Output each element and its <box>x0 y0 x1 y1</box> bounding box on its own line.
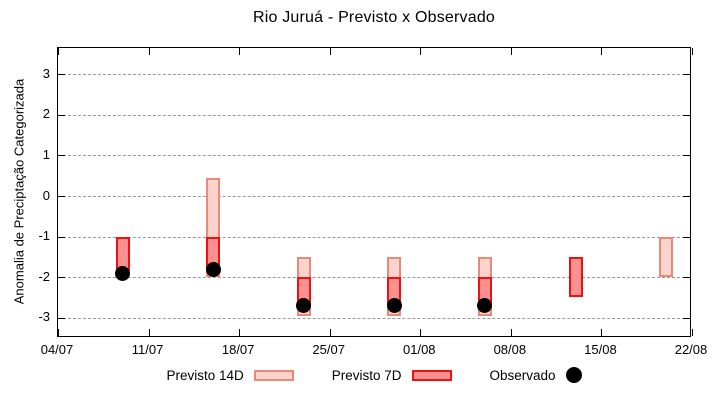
x-tick-mark <box>601 48 603 55</box>
y-tick-mark <box>683 114 690 116</box>
y-tick-label: 3 <box>42 65 50 81</box>
legend-label-previsto-14d: Previsto 14D <box>166 367 244 383</box>
observado-point <box>115 265 131 281</box>
legend-label-observado: Observado <box>489 367 556 383</box>
x-tick-mark <box>420 329 422 336</box>
x-tick-label: 08/08 <box>493 342 527 357</box>
plot-area <box>57 47 693 337</box>
y-tick-label: -2 <box>38 268 50 284</box>
observado-point <box>296 298 312 314</box>
y-tick-label: 2 <box>42 106 50 122</box>
y-tick-mark <box>58 236 65 238</box>
observado-point <box>205 261 221 277</box>
legend-item-previsto-7d: Previsto 7D <box>332 368 452 383</box>
x-tick-label: 18/07 <box>221 342 255 357</box>
gridline-y--2 <box>58 277 690 279</box>
y-tick-label: 0 <box>42 187 50 203</box>
gridline-y-0 <box>58 196 690 198</box>
y-tick-mark <box>683 317 690 319</box>
x-tick-mark <box>58 48 59 55</box>
x-tick-mark <box>510 48 512 55</box>
y-tick-mark <box>683 155 690 157</box>
x-tick-mark <box>148 48 150 55</box>
x-tick-mark <box>692 48 693 55</box>
x-tick-mark <box>239 48 241 55</box>
legend-item-observado: Observado <box>490 367 582 383</box>
x-tick-mark <box>239 329 241 336</box>
observado-point <box>386 298 402 314</box>
y-tick-mark <box>683 236 690 238</box>
y-tick-mark <box>683 277 690 279</box>
gridline-y-2 <box>58 114 690 116</box>
legend-label-previsto-7d: Previsto 7D <box>331 367 402 383</box>
y-tick-mark <box>58 155 65 157</box>
y-tick-mark <box>58 196 65 198</box>
y-tick-mark <box>683 196 690 198</box>
x-tick-mark <box>329 329 331 336</box>
previsto-14d-bar <box>659 236 674 278</box>
gridline-y-1 <box>58 155 690 157</box>
x-tick-label: 22/08 <box>674 342 708 357</box>
x-tick-mark <box>510 329 512 336</box>
gridline-y-3 <box>58 74 690 76</box>
y-tick-mark <box>58 317 65 319</box>
observado-dot-icon <box>565 367 582 383</box>
x-tick-mark <box>329 48 331 55</box>
y-tick-label: 1 <box>42 146 50 162</box>
x-tick-label: 25/07 <box>312 342 345 357</box>
y-tick-label: -1 <box>38 228 50 244</box>
x-tick-mark <box>58 329 59 336</box>
chart-title: Rio Juruá - Previsto x Observado <box>252 9 496 26</box>
y-tick-mark <box>683 74 690 76</box>
x-tick-label: 11/07 <box>131 342 164 357</box>
x-tick-mark <box>601 329 603 336</box>
y-tick-mark <box>58 277 65 279</box>
y-tick-mark <box>58 74 65 76</box>
gridline-y--3 <box>58 317 690 319</box>
observado-point <box>477 298 493 314</box>
legend-item-previsto-14d: Previsto 14D <box>166 367 294 383</box>
legend: Previsto 14D Previsto 7D Observado <box>57 367 691 383</box>
x-tick-mark <box>692 329 693 336</box>
previsto-7d-bar <box>568 256 583 298</box>
x-tick-label: 04/07 <box>40 342 74 357</box>
x-tick-mark <box>148 329 150 336</box>
x-tick-label: 15/08 <box>584 342 617 357</box>
previsto-14d-swatch <box>253 369 294 381</box>
gridline-y--1 <box>58 236 690 238</box>
x-tick-mark <box>420 48 422 55</box>
y-tick-label: -3 <box>38 309 50 325</box>
y-tick-mark <box>58 114 65 116</box>
previsto-7d-swatch <box>411 369 452 381</box>
x-tick-label: 01/08 <box>403 342 436 357</box>
